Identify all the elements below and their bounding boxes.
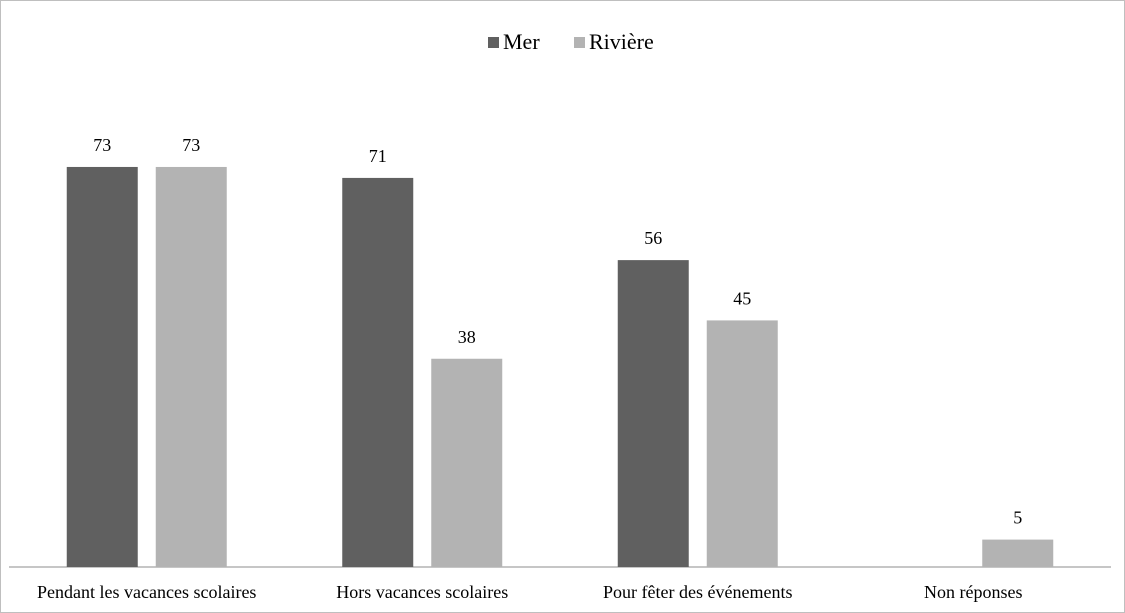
data-label: 38 bbox=[458, 327, 476, 347]
legend-swatch bbox=[574, 37, 585, 48]
bar-riviere-1 bbox=[156, 167, 227, 567]
category-label: Pendant les vacances scolaires bbox=[37, 582, 256, 602]
category-label: Hors vacances scolaires bbox=[336, 582, 508, 602]
legend-label: Rivière bbox=[589, 29, 654, 54]
data-label: 71 bbox=[369, 146, 387, 166]
legend-swatch bbox=[488, 37, 499, 48]
bar-riviere-4 bbox=[982, 540, 1053, 567]
category-label: Pour fêter des événements bbox=[603, 582, 792, 602]
bar-riviere-2 bbox=[431, 359, 502, 567]
data-label: 56 bbox=[644, 228, 662, 248]
bar-mer-2 bbox=[342, 178, 413, 567]
bar-riviere-3 bbox=[707, 320, 778, 567]
legend: Mer Rivière bbox=[488, 29, 654, 54]
data-label: 45 bbox=[733, 288, 751, 308]
data-label: 73 bbox=[93, 135, 111, 155]
bar-mer-3 bbox=[618, 260, 689, 567]
data-label: 5 bbox=[1013, 508, 1022, 528]
category-label: Non réponses bbox=[924, 582, 1022, 602]
legend-label: Mer bbox=[503, 29, 540, 54]
bar-mer-1 bbox=[67, 167, 138, 567]
data-label: 73 bbox=[182, 135, 200, 155]
